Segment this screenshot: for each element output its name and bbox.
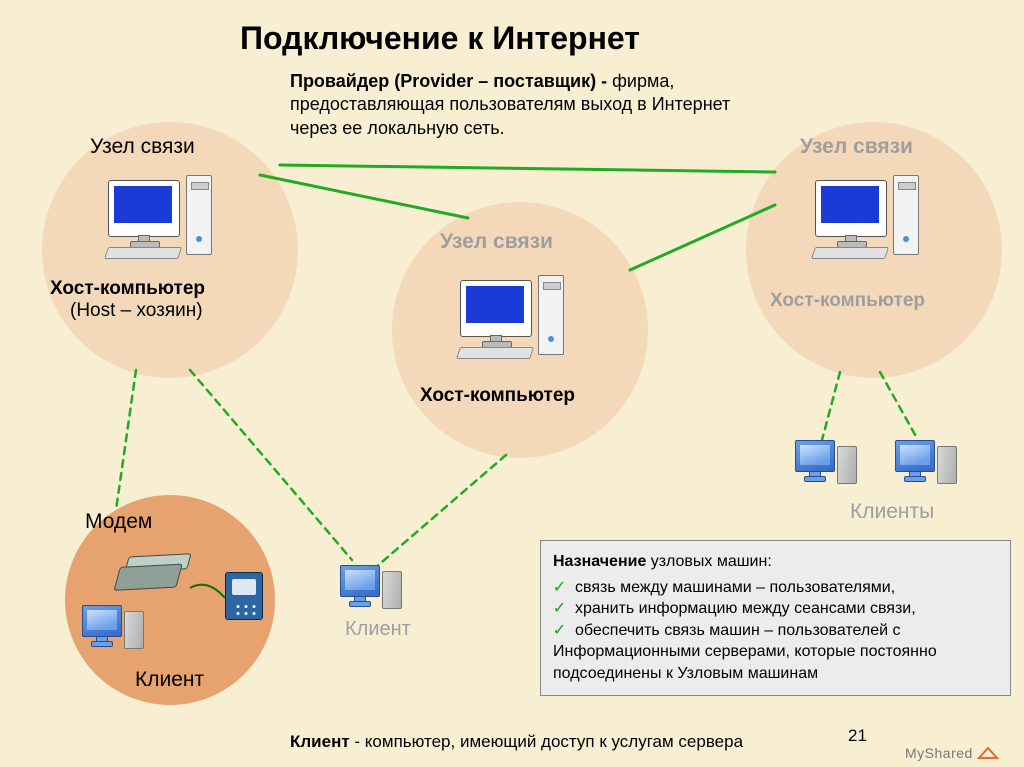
diagram-canvas: Подключение к Интернет Провайдер (Provid… (0, 0, 1024, 767)
info-tail: Информационными серверами, которые посто… (553, 641, 998, 684)
info-list: связь между машинами – пользователями, х… (553, 577, 998, 642)
info-item-1: хранить информацию между сеансами связи, (575, 598, 998, 620)
info-item-2: обеспечить связь машин – пользователей с (575, 620, 998, 642)
node-right-title: Узел связи (800, 135, 913, 159)
client-r2-icon (895, 440, 965, 495)
watermark-text: MyShared (905, 745, 973, 761)
modem-client-icon (82, 605, 152, 660)
page-title: Подключение к Интернет (240, 20, 640, 57)
clients-group-label: Клиенты (850, 500, 934, 524)
info-heading-rest: узловых машин: (646, 553, 771, 570)
provider-definition: Провайдер (Provider – поставщик) - фирма… (290, 70, 760, 140)
provider-bold: Провайдер (Provider – поставщик) - (290, 71, 607, 91)
watermark: MyShared (905, 745, 999, 761)
computer-icon-center (460, 275, 570, 355)
phone-icon (225, 572, 263, 620)
node-left-sub: (Host – хозяин) (70, 300, 203, 322)
page-number: 21 (848, 726, 867, 746)
footer-rest: - компьютер, имеющий доступ к услугам се… (350, 732, 743, 751)
watermark-icon (977, 746, 999, 760)
node-left-host: Хост-компьютер (50, 278, 205, 300)
node-left-title: Узел связи (90, 135, 195, 159)
client-solo-label: Клиент (345, 618, 411, 641)
modem-icon (112, 553, 193, 595)
modem-client-label: Клиент (135, 668, 204, 692)
node-center-host: Хост-компьютер (420, 385, 575, 407)
info-box: Назначение узловых машин: связь между ма… (540, 540, 1011, 696)
node-right-host: Хост-компьютер (770, 290, 925, 312)
info-heading-bold: Назначение (553, 553, 646, 570)
modem-label: Модем (85, 510, 152, 534)
client-r1-icon (795, 440, 865, 495)
footer-definition: Клиент - компьютер, имеющий доступ к усл… (290, 732, 743, 752)
computer-icon-left (108, 175, 218, 255)
computer-icon-right (815, 175, 925, 255)
client-solo-icon (340, 565, 410, 620)
footer-bold: Клиент (290, 732, 350, 751)
info-item-0: связь между машинами – пользователями, (575, 577, 998, 599)
node-center-title: Узел связи (440, 230, 553, 254)
